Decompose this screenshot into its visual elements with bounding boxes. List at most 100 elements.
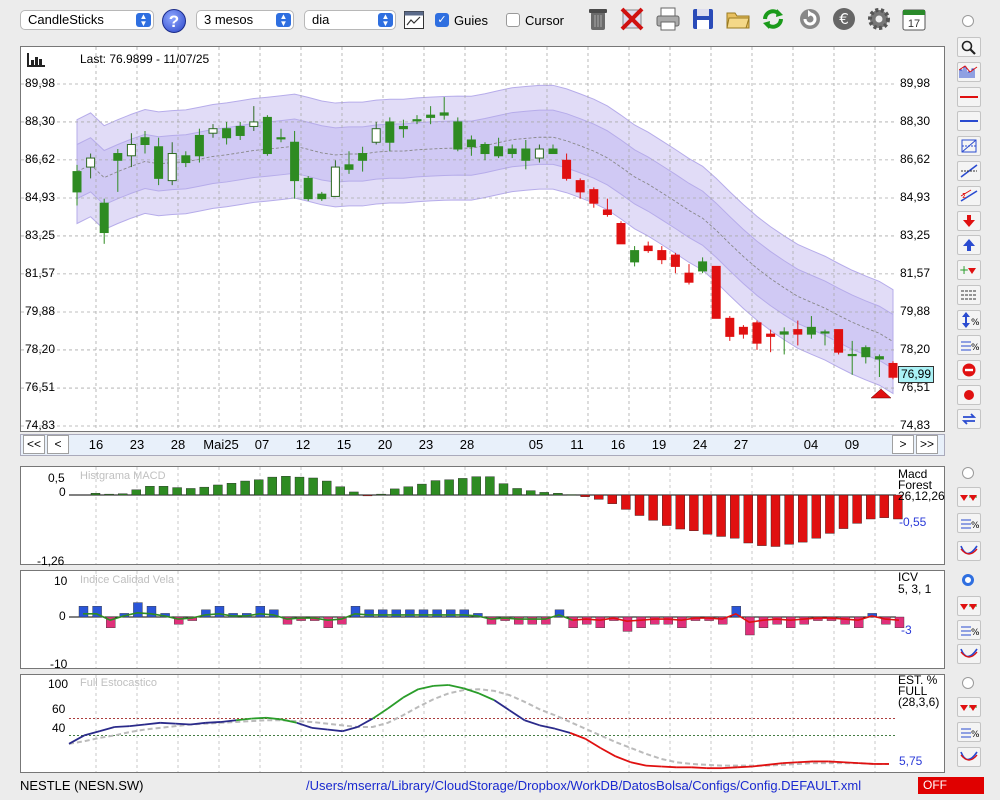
icv-bar [894, 616, 905, 629]
chart-type-select[interactable]: CandleSticks ▲ ▼ [20, 10, 154, 30]
candle-body [276, 137, 286, 140]
macd-legend-line1: Macd [898, 467, 928, 481]
clear-drawings-button[interactable] [957, 360, 981, 380]
icv-bar [446, 609, 456, 618]
candle-body [86, 157, 96, 168]
stoch-k-segment [402, 688, 419, 699]
calendar-icon[interactable]: 17 [901, 6, 927, 32]
stoch-panel-radio[interactable] [962, 677, 974, 689]
icv-signals-button[interactable] [957, 596, 981, 616]
nav-last-button[interactable]: >> [916, 435, 938, 454]
stoch-k-segment [691, 766, 707, 770]
currency-icon[interactable]: € [831, 6, 857, 32]
stoch-k-segment [205, 721, 221, 724]
icv-bar [595, 616, 605, 629]
candle-body [72, 171, 82, 193]
icv-chart[interactable] [21, 571, 944, 668]
nav-prev-button[interactable]: < [47, 435, 69, 454]
macd-bar [852, 494, 862, 524]
config-path-link[interactable]: /Users/mserra/Library/CloudStorage/Dropb… [306, 778, 862, 793]
x-axis-label: 24 [692, 437, 708, 452]
stoch-k-segment [630, 761, 647, 767]
stoch-k-segment [539, 724, 556, 730]
macd-signals-button[interactable] [957, 487, 981, 507]
nav-first-button[interactable]: << [23, 435, 45, 454]
indicator-tool-button[interactable] [957, 62, 981, 82]
zoom-tool-button[interactable] [957, 37, 981, 57]
stoch-k-segment [175, 722, 191, 726]
stoch-ytick: 60 [52, 702, 66, 716]
trendline-tool-button[interactable] [957, 161, 981, 181]
icv-bar [745, 616, 755, 636]
price-ytick-right: 89,98 [900, 76, 931, 90]
guies-checkbox[interactable]: ✓ [435, 13, 449, 27]
price-ytick-right: 81,57 [900, 265, 931, 280]
signals-tool-button[interactable]: + [957, 260, 981, 280]
macd-bar [662, 494, 672, 526]
chart-window-icon[interactable] [404, 11, 424, 29]
macd-bar [498, 483, 509, 496]
icv-ytick: 10 [54, 574, 68, 588]
price-chart[interactable] [21, 47, 944, 431]
refresh-icon[interactable] [760, 6, 786, 32]
gridlines-tool-button[interactable] [957, 285, 981, 305]
status-off-badge[interactable]: OFF [918, 777, 984, 794]
stoch-k-segment [600, 747, 617, 758]
icv-signal-line-down [572, 612, 900, 624]
buy-arrow-button[interactable] [957, 235, 981, 255]
channel-tool-button[interactable]: Σ [957, 186, 981, 206]
stoch-levels-button[interactable]: % [957, 722, 981, 742]
swap-button[interactable] [957, 409, 981, 429]
delete-icon[interactable] [619, 6, 645, 32]
candle-body [439, 112, 449, 116]
help-icon[interactable]: ? [162, 9, 186, 33]
icv-curve-button[interactable] [957, 644, 981, 664]
range-tool-button[interactable]: % [957, 310, 981, 330]
candle-body [630, 250, 640, 263]
stoch-k-segment [524, 719, 541, 727]
stoch-k-segment [767, 762, 783, 766]
macd-bar [702, 494, 713, 535]
interval-select[interactable]: dia ▲ ▼ [304, 10, 396, 30]
fibonacci-tool-button[interactable] [957, 136, 981, 156]
price-ytick-left: 86,62 [25, 151, 56, 166]
chart-type-value: CandleSticks [28, 12, 104, 27]
interval-value: dia [312, 12, 330, 27]
macd-curve-button[interactable] [957, 541, 981, 561]
icv-panel-radio[interactable] [962, 574, 974, 586]
macd-bar [376, 493, 386, 496]
reload-icon[interactable] [797, 6, 823, 32]
stoch-curve-button[interactable] [957, 747, 981, 767]
macd-bar [811, 494, 821, 539]
stoch-k-segment [828, 760, 844, 764]
save-icon[interactable] [690, 6, 716, 32]
macd-levels-button[interactable]: % [957, 513, 981, 533]
print-icon[interactable] [655, 6, 681, 32]
main-panel-radio[interactable] [962, 15, 974, 27]
percent-lines-button[interactable]: % [957, 335, 981, 355]
macd-panel-radio[interactable] [962, 467, 974, 479]
sell-arrow-button[interactable] [957, 211, 981, 231]
icv-bar [133, 602, 143, 618]
nav-next-button[interactable]: > [892, 435, 914, 454]
stoch-k-segment [83, 730, 100, 737]
icv-bar [418, 609, 429, 618]
record-button[interactable] [957, 385, 981, 405]
x-axis-label: 07 [254, 437, 270, 452]
candle-body [290, 141, 300, 182]
macd-chart[interactable] [21, 467, 944, 564]
price-ytick-left: 74,83 [25, 418, 56, 432]
gear-icon[interactable] [866, 6, 892, 32]
cursor-checkbox[interactable] [506, 13, 520, 27]
hline-red-button[interactable] [957, 87, 981, 107]
stoch-signals-button[interactable] [957, 697, 981, 717]
stoch-chart[interactable] [21, 675, 944, 772]
icv-levels-button[interactable]: % [957, 620, 981, 640]
x-axis-bar [20, 434, 945, 456]
icv-bar [269, 609, 279, 618]
open-folder-icon[interactable] [725, 6, 751, 32]
stoch-k-segment [296, 721, 313, 729]
trash-icon[interactable] [585, 6, 611, 32]
period-select[interactable]: 3 mesos ▲ ▼ [196, 10, 294, 30]
hline-blue-button[interactable] [957, 111, 981, 131]
